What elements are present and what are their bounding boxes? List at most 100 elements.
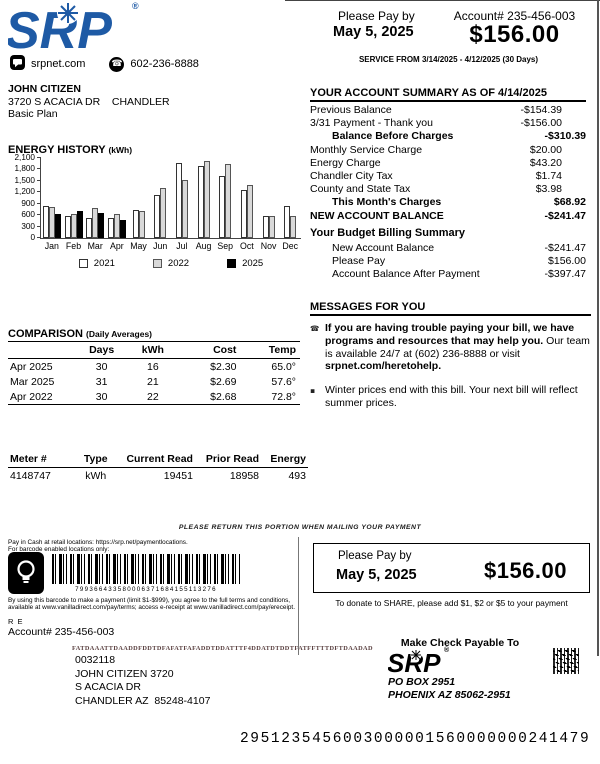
bar-group-apr <box>106 214 128 238</box>
bar-2022-dec <box>290 215 297 238</box>
website-icon <box>10 55 25 73</box>
barcode-number: 799366433580006371684155113276 <box>75 586 217 593</box>
bar-2022-feb <box>70 214 77 238</box>
website-link: srpnet.com <box>31 58 86 70</box>
bar-2021-aug <box>197 165 204 238</box>
bar-2022-jan <box>48 206 55 238</box>
bar-2021-jun <box>154 194 161 238</box>
pay-box-label: Please Pay by <box>338 550 412 562</box>
x-tick-label: May <box>130 241 147 251</box>
summary-row: 3/31 Payment - Thank you -$156.00 <box>310 117 562 130</box>
phone-icon: ☎ <box>109 56 125 72</box>
due-date: May 5, 2025 <box>333 24 414 40</box>
y-tick <box>37 214 41 216</box>
x-tick-label: Feb <box>65 241 82 251</box>
message-item: ▪ Winter prices end with this bill. Your … <box>310 384 591 410</box>
message-text: If you are having trouble paying your bi… <box>325 322 590 373</box>
x-tick-label: Jul <box>176 241 188 251</box>
srp-mini-logo: SRP ® <box>387 647 450 681</box>
table-row: Mar 2025 31 21 $2.69 57.6° <box>10 375 296 388</box>
bar-2021-sep <box>219 175 226 238</box>
messages-section: MESSAGES FOR YOU ☎ If you are having trou… <box>310 301 591 410</box>
y-tick <box>37 179 41 181</box>
messages-list: ☎ If you are having trouble paying your b… <box>310 322 591 410</box>
po-box-line2: PHOENIX AZ 85062-2951 <box>388 689 511 701</box>
y-tick <box>37 225 41 227</box>
bar-2022-nov <box>268 215 275 238</box>
legend-swatch <box>78 259 88 268</box>
customer-plan: Basic Plan <box>8 108 58 120</box>
bar-2021-mar <box>86 217 93 238</box>
message-text: Winter prices end with this bill. Your n… <box>325 384 578 409</box>
bar-2021-nov <box>262 215 269 238</box>
bar-2021-jul <box>175 162 182 238</box>
meter-table-body: 4148747 kWh 19451 18958 493 <box>8 468 308 485</box>
y-tick-label: 1,800 <box>14 164 36 174</box>
bar-group-aug <box>193 161 215 238</box>
account-summary-rows: Previous Balance -$154.39 3/31 Payment - T… <box>310 104 586 223</box>
cash-instructions: Pay in Cash at retail locations: https:/… <box>8 539 188 554</box>
y-tick <box>37 191 41 193</box>
energy-chart: 0 300 600 900 1,200 1,500 1,800 2,100 Jan Feb Mar… <box>8 153 308 269</box>
y-tick-label: 300 <box>21 221 35 231</box>
x-tick-label: Jun <box>153 241 168 251</box>
remit-address: PO BOX 2951 PHOENIX AZ 85062-2951 <box>388 676 511 702</box>
column-header: Cost <box>178 343 245 359</box>
summary-row: Monthly Service Charge $20.00 <box>310 143 562 156</box>
column-header: Prior Read <box>202 452 266 468</box>
legend-item-2021: 2021 <box>78 258 115 269</box>
chart-legend: 2021 2022 2025 <box>41 258 301 269</box>
budget-billing-title: Your Budget Billing Summary <box>310 227 466 239</box>
please-pay-by-label: Please Pay by <box>338 9 415 23</box>
budget-billing-rows: New Account Balance -$241.47 Please Pay $15… <box>310 242 586 282</box>
legend-item-2022: 2022 <box>152 258 190 269</box>
y-tick <box>37 157 41 158</box>
column-header: Meter # <box>8 452 72 468</box>
barcode-terms: By using this barcode to make a payment … <box>8 597 295 612</box>
mail-street: S ACACIA DR <box>75 681 141 693</box>
message-item: ☎ If you are having trouble paying your b… <box>310 322 591 373</box>
legend-label: 2022 <box>167 258 190 269</box>
comparison-section: COMPARISON (Daily Averages) Days kWh Cost T… <box>8 328 300 405</box>
comparison-table-body: Apr 2025 30 16 $2.30 65.0° Mar 2025 31 21 $2.69 5… <box>8 359 300 405</box>
bar-group-may <box>128 210 150 238</box>
y-tick-label: 1,200 <box>14 187 36 197</box>
mail-scan-line: FATDAAATTDAADDFDDTDFAFATFAFADDTDDATTTF4D… <box>72 645 373 652</box>
summary-row: County and State Tax $3.98 <box>310 183 562 196</box>
bar-2021-feb <box>64 215 71 238</box>
bar-group-jul <box>171 162 193 238</box>
meter-table: Meter # Type Current Read Prior Read Energy … <box>8 452 308 484</box>
bar-2021-apr <box>107 217 114 238</box>
summary-row: This Month's Charges $68.92 <box>332 196 586 209</box>
srp-logo-graphic: SRP <box>5 2 112 60</box>
stub-divider-line <box>298 537 299 655</box>
y-tick <box>37 168 41 170</box>
pay-box: Please Pay by May 5, 2025 $156.00 <box>313 543 590 593</box>
comparison-title: COMPARISON (Daily Averages) <box>8 328 300 342</box>
account-number: Account# 235-456-003 <box>453 9 576 23</box>
bar-group-jun <box>149 187 171 238</box>
table-row: Apr 2022 30 22 $2.68 72.8° <box>8 389 300 405</box>
energy-history-unit: (kWh) <box>108 145 133 155</box>
srp-logo: SRP ® <box>5 1 139 60</box>
bar-2021-may <box>132 210 139 238</box>
page-right-edge <box>597 0 599 656</box>
summary-row: Account Balance After Payment -$397.47 <box>332 268 586 281</box>
x-tick-label: Apr <box>110 241 124 251</box>
page-top-edge <box>285 0 600 1</box>
column-header: Type <box>71 452 120 468</box>
column-header: Days <box>75 343 128 359</box>
service-period: SERVICE FROM 3/14/2025 - 4/12/2025 (30 D… <box>358 55 539 64</box>
energy-chart-yaxis: 0 300 600 900 1,200 1,500 1,800 2,100 <box>8 153 40 241</box>
bar-2022-mar <box>92 207 99 238</box>
bar-2022-may <box>138 211 145 238</box>
mail-city: CHANDLER AZ 85248-4107 <box>75 694 211 707</box>
bar-2022-sep <box>225 164 232 238</box>
table-row: Apr 2025 30 16 $2.30 65.0° <box>10 360 296 373</box>
summary-row: Chandler City Tax $1.74 <box>310 170 562 183</box>
customer-address: 3720 S ACACIA DR CHANDLER <box>8 95 170 108</box>
cash-line-1: Pay in Cash at retail locations: https:/… <box>8 539 188 546</box>
bar-group-sep <box>214 164 236 238</box>
mini-registered-mark: ® <box>444 647 450 654</box>
bar-2022-apr <box>113 214 120 238</box>
